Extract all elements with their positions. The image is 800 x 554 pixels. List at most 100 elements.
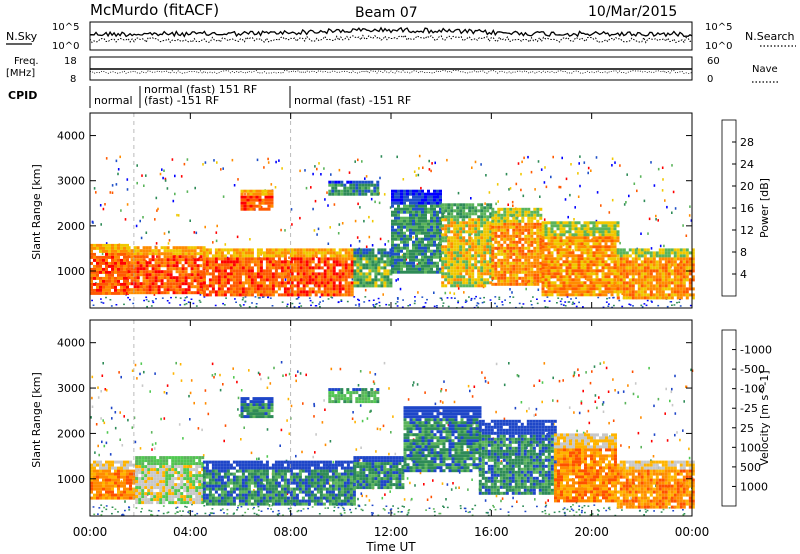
power-cell xyxy=(480,245,484,249)
power-cell xyxy=(199,285,203,289)
power-cell xyxy=(688,260,692,264)
power-echo-pixel xyxy=(371,244,374,247)
power-cell xyxy=(465,248,469,252)
power-cell xyxy=(441,218,445,222)
power-cell xyxy=(217,257,221,261)
power-cell xyxy=(506,255,510,259)
power-cell xyxy=(625,290,629,294)
power-cell xyxy=(108,288,111,292)
power-cell xyxy=(244,254,248,258)
power-cell xyxy=(673,284,677,288)
power-cell xyxy=(527,279,531,283)
power-cell xyxy=(403,255,406,259)
power-echo-pixel xyxy=(625,201,627,204)
velocity-echo-pixel xyxy=(110,406,113,410)
power-cell xyxy=(344,293,348,297)
power-cell xyxy=(160,252,164,256)
velocity-echo-pixel xyxy=(688,456,691,460)
power-echo-pixel xyxy=(351,278,354,281)
power-cell xyxy=(474,254,478,258)
power-cell xyxy=(380,272,384,276)
power-cell xyxy=(142,267,146,271)
power-cell xyxy=(459,251,463,255)
power-ground-pixel xyxy=(143,299,145,302)
power-ground-pixel xyxy=(353,296,356,298)
power-cell xyxy=(565,293,569,297)
power-cell xyxy=(391,201,394,205)
velocity-echo-pixel xyxy=(426,498,429,501)
power-cell xyxy=(123,261,126,265)
power-cell xyxy=(655,296,659,300)
power-cell xyxy=(424,222,427,226)
power-cell xyxy=(386,254,390,258)
velocity-echo-pixel xyxy=(516,500,518,503)
power-cell xyxy=(184,288,188,292)
power-cell xyxy=(506,231,510,235)
power-cell xyxy=(676,284,680,288)
velocity-echo-pixel xyxy=(594,400,597,403)
power-cell xyxy=(536,234,540,238)
power-cell xyxy=(391,228,394,232)
power-cell xyxy=(133,261,137,265)
power-cell xyxy=(676,272,680,276)
power-cell xyxy=(536,219,540,223)
power-cell xyxy=(105,267,108,271)
power-cell xyxy=(577,284,581,288)
power-cell xyxy=(489,239,493,243)
power-cell xyxy=(332,251,336,255)
power-cell xyxy=(515,279,519,283)
power-echo-pixel xyxy=(291,223,293,226)
power-cell xyxy=(111,249,114,253)
power-cell xyxy=(556,278,560,282)
power-cell xyxy=(601,245,605,249)
power-cell xyxy=(299,263,303,267)
power-cell xyxy=(447,206,451,210)
power-cell xyxy=(640,278,644,282)
power-cell xyxy=(175,261,179,265)
power-cell xyxy=(571,221,575,225)
power-echo-pixel xyxy=(688,214,691,217)
power-cell xyxy=(406,189,409,193)
power-echo-pixel xyxy=(115,159,118,163)
velocity-echo-pixel xyxy=(585,371,587,374)
power-cell xyxy=(199,288,203,292)
power-cell xyxy=(536,231,540,235)
power-cell xyxy=(111,279,114,283)
power-cell xyxy=(246,207,250,211)
power-cell xyxy=(241,251,245,255)
power-cell xyxy=(468,284,472,288)
power-cell xyxy=(601,227,605,231)
power-cell xyxy=(326,260,330,264)
power-cell xyxy=(283,293,287,297)
power-cell xyxy=(421,231,424,235)
power-cell xyxy=(356,254,360,258)
power-cell xyxy=(120,273,123,277)
power-cell xyxy=(406,210,409,214)
power-cell xyxy=(145,267,149,271)
power-cell xyxy=(518,225,522,229)
power-cell xyxy=(163,276,167,280)
power-cell xyxy=(290,290,294,294)
power-cell xyxy=(515,216,519,220)
power-cell xyxy=(436,222,439,226)
power-cell xyxy=(427,201,430,205)
power-cell xyxy=(658,254,662,258)
power-cell xyxy=(139,282,143,286)
power-cell xyxy=(302,260,306,264)
velocity-echo-pixel xyxy=(154,372,156,375)
power-cell xyxy=(329,272,333,276)
power-cell xyxy=(409,258,412,262)
power-cell xyxy=(503,258,507,262)
power-cell xyxy=(352,183,356,187)
power-ground-pixel xyxy=(257,297,260,299)
power-cell xyxy=(436,243,439,247)
power-ground-pixel xyxy=(152,301,155,304)
power-cell xyxy=(550,275,554,279)
power-cell xyxy=(595,293,599,297)
power-cell xyxy=(293,290,297,294)
power-ground-pixel xyxy=(372,299,375,301)
power-cell xyxy=(447,260,451,264)
power-cell xyxy=(229,290,233,294)
velocity-echo-pixel xyxy=(288,432,291,435)
power-echo-pixel xyxy=(416,263,419,266)
